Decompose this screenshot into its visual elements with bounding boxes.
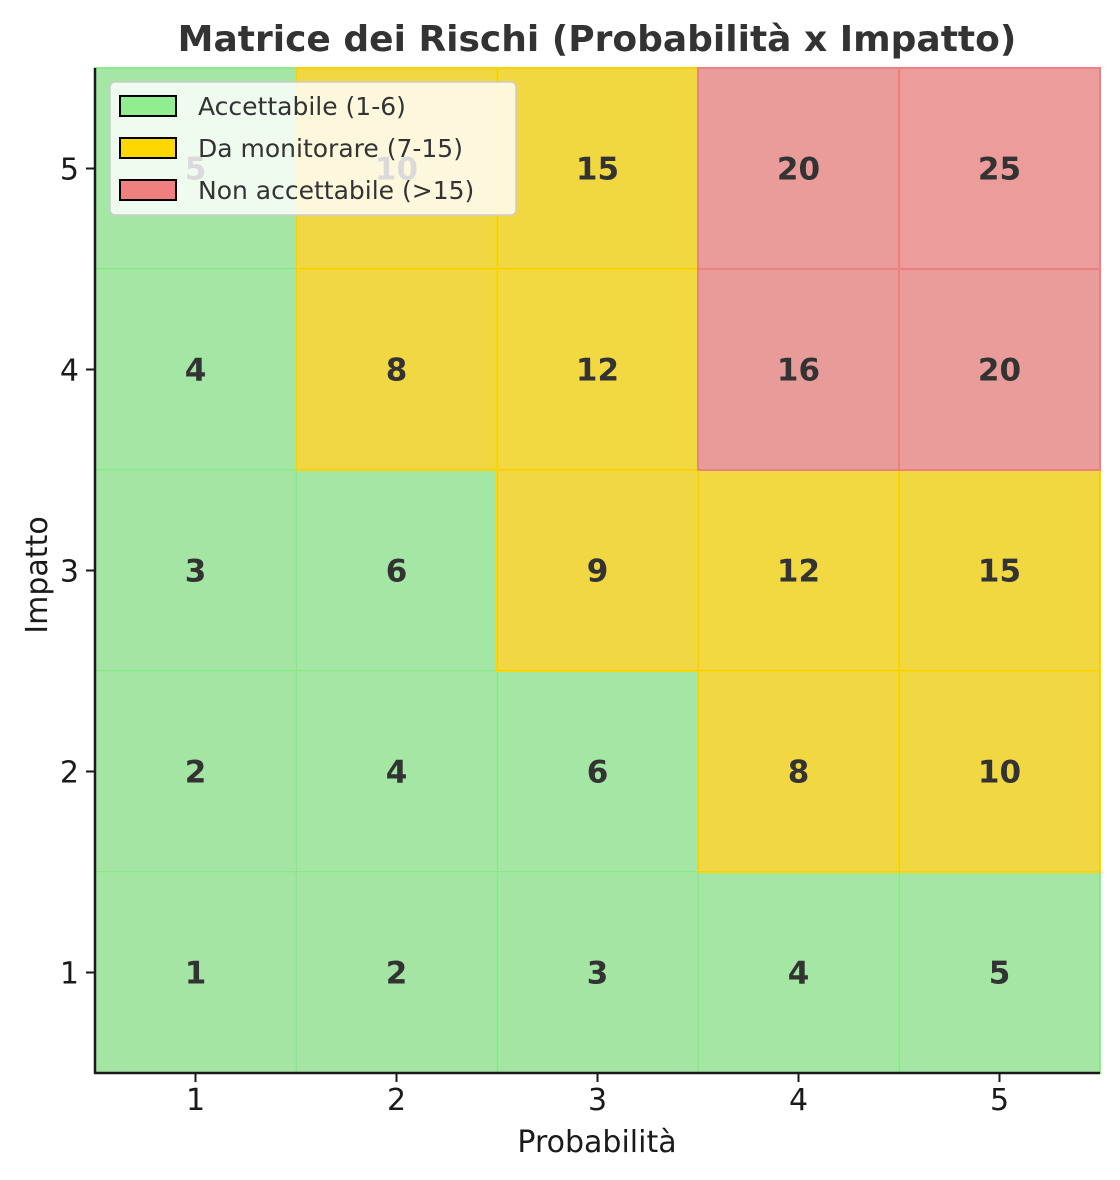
heatmap-cell-shade <box>296 872 497 1073</box>
legend-entry-label: Da monitorare (7-15) <box>198 134 463 163</box>
heatmap-cell-shade <box>899 671 1100 872</box>
heatmap-cell-shade <box>296 269 497 470</box>
cell-value-label: 15 <box>576 152 619 188</box>
cell-value-label: 4 <box>185 353 207 389</box>
cell-value-label: 10 <box>978 755 1021 791</box>
heatmap-cell-shade <box>95 470 296 671</box>
cell-value-label: 9 <box>587 554 609 590</box>
legend-entry-label: Non accettabile (>15) <box>198 176 474 205</box>
heatmap-cell <box>898 469 1101 672</box>
heatmap-cell-shade <box>497 872 698 1073</box>
cell-value-label: 5 <box>989 956 1011 992</box>
heatmap-cell <box>898 670 1101 873</box>
y-tick-label: 1 <box>60 957 79 992</box>
heatmap-cell-shade <box>95 872 296 1073</box>
heatmap-cell-shade <box>899 269 1100 470</box>
legend: Accettabile (1-6) Da monitorare (7-15) Non… <box>109 81 517 216</box>
y-tick-label: 2 <box>60 756 79 791</box>
cell-value-label: 1 <box>185 956 207 992</box>
heatmap-cell <box>496 670 699 873</box>
cell-value-label: 3 <box>185 554 207 590</box>
heatmap-cell <box>496 871 699 1074</box>
x-tick-label: 3 <box>588 1083 607 1118</box>
heatmap-cell <box>697 67 900 270</box>
heatmap-cell <box>295 268 498 471</box>
heatmap-cell <box>94 670 297 873</box>
cell-value-label: 12 <box>576 353 619 389</box>
heatmap-cell <box>898 67 1101 270</box>
heatmap-cell <box>295 469 498 672</box>
cell-value-label: 4 <box>386 755 408 791</box>
heatmap-cell-shade <box>899 470 1100 671</box>
x-tick-label: 4 <box>789 1083 808 1118</box>
legend-swatch <box>119 137 177 159</box>
cell-value-label: 12 <box>777 554 820 590</box>
heatmap-cell <box>697 670 900 873</box>
x-tick-label: 2 <box>387 1083 406 1118</box>
heatmap-cell-shade <box>497 269 698 470</box>
heatmap-cell <box>94 871 297 1074</box>
heatmap-cell-shade <box>95 671 296 872</box>
heatmap-cells: 12345246810369121548121620510152025 <box>94 67 1101 1074</box>
heatmap-cell <box>496 469 699 672</box>
heatmap-cell <box>94 268 297 471</box>
heatmap-cell <box>496 268 699 471</box>
x-axis-label: Probabilità <box>517 1125 676 1160</box>
heatmap-cell-shade <box>497 68 698 269</box>
y-tick-label: 3 <box>60 555 79 590</box>
chart-title: Matrice dei Rischi (Probabilità x Impatt… <box>178 19 1017 60</box>
cell-value-label: 4 <box>788 956 810 992</box>
heatmap-cell-shade <box>899 872 1100 1073</box>
heatmap-cell-shade <box>698 470 899 671</box>
y-axis-label: Impatto <box>20 516 55 633</box>
cell-value-label: 20 <box>777 152 820 188</box>
cell-value-label: 16 <box>777 353 820 389</box>
x-tick-label: 5 <box>990 1083 1009 1118</box>
heatmap-cell-shade <box>698 68 899 269</box>
cell-value-label: 25 <box>978 152 1021 188</box>
legend-box <box>109 81 517 216</box>
cell-value-label: 2 <box>386 956 408 992</box>
heatmap-cell-shade <box>296 671 497 872</box>
y-tick-label: 4 <box>60 354 79 389</box>
y-tick-label: 5 <box>60 153 79 188</box>
heatmap-cell <box>295 670 498 873</box>
x-tick-label: 1 <box>186 1083 205 1118</box>
heatmap-cell <box>697 469 900 672</box>
cell-value-label: 8 <box>788 755 810 791</box>
heatmap-cell-shade <box>497 470 698 671</box>
heatmap-cell-shade <box>497 671 698 872</box>
cell-value-label: 6 <box>587 755 609 791</box>
heatmap-cell-shade <box>296 470 497 671</box>
legend-swatch <box>119 95 177 117</box>
cell-value-label: 15 <box>978 554 1021 590</box>
legend-entry-label: Accettabile (1-6) <box>198 92 406 121</box>
heatmap-cell-shade <box>698 872 899 1073</box>
heatmap-cell <box>898 268 1101 471</box>
cell-value-label: 6 <box>386 554 408 590</box>
heatmap-cell-shade <box>698 671 899 872</box>
legend-swatch <box>119 179 177 201</box>
cell-value-label: 3 <box>587 956 609 992</box>
heatmap-cell-shade <box>899 68 1100 269</box>
heatmap-cell <box>697 268 900 471</box>
heatmap-cell-shade <box>698 269 899 470</box>
cell-value-label: 2 <box>185 755 207 791</box>
cell-value-label: 20 <box>978 353 1021 389</box>
heatmap-cell-shade <box>95 269 296 470</box>
cell-value-label: 8 <box>386 353 408 389</box>
